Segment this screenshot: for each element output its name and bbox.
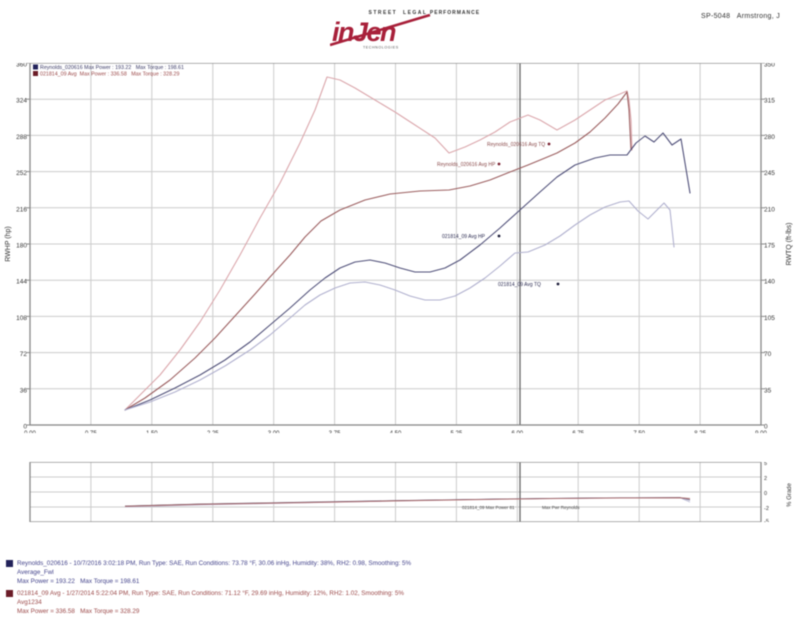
- svg-text:70: 70: [764, 351, 772, 358]
- svg-text:288: 288: [16, 134, 27, 141]
- svg-text:0: 0: [764, 491, 767, 497]
- svg-text:245: 245: [764, 170, 775, 177]
- svg-text:Reynolds_020616 Avg HP: Reynolds_020616 Avg HP: [437, 162, 496, 168]
- svg-text:% Grade: % Grade: [787, 483, 793, 507]
- svg-text:8.25: 8.25: [694, 431, 706, 433]
- svg-text:252: 252: [16, 170, 27, 177]
- svg-text:021814_09 Max Power 81: 021814_09 Max Power 81: [462, 505, 515, 510]
- svg-text:-5: -5: [764, 519, 769, 522]
- svg-text:7.50: 7.50: [633, 431, 645, 433]
- svg-text:5: 5: [764, 462, 767, 467]
- svg-text:105: 105: [764, 315, 775, 322]
- svg-text:108: 108: [16, 315, 27, 322]
- svg-text:3.00: 3.00: [268, 431, 280, 433]
- svg-text:021814_09 Avg TQ: 021814_09 Avg TQ: [498, 282, 541, 288]
- svg-text:RWTQ (ft-lbs): RWTQ (ft-lbs): [786, 222, 793, 265]
- svg-text:0.00: 0.00: [24, 431, 36, 433]
- svg-text:6.00: 6.00: [511, 431, 523, 433]
- svg-text:2.25: 2.25: [207, 431, 219, 433]
- svg-text:021814_09 Avg Max Power : 336: 021814_09 Avg Max Power : 336.58 Max Tor…: [40, 72, 179, 78]
- svg-text:RWHP (hp): RWHP (hp): [5, 226, 12, 262]
- svg-text:216: 216: [16, 206, 27, 213]
- svg-text:350: 350: [764, 63, 775, 69]
- svg-text:1.50: 1.50: [146, 431, 158, 433]
- svg-text:324: 324: [16, 98, 27, 105]
- svg-text:280: 280: [764, 134, 775, 141]
- svg-text:Reynolds_020616 Max Power : 19: Reynolds_020616 Max Power : 193.22 Max T…: [40, 65, 184, 71]
- svg-text:175: 175: [764, 243, 775, 250]
- svg-text:210: 210: [764, 206, 775, 213]
- svg-text:-2: -2: [764, 506, 769, 512]
- svg-text:Reynolds_020616 Avg TQ: Reynolds_020616 Avg TQ: [487, 142, 545, 148]
- svg-text:2: 2: [764, 476, 767, 482]
- svg-text:360: 360: [16, 63, 27, 69]
- svg-text:5.25: 5.25: [451, 431, 463, 433]
- svg-text:9.00: 9.00: [755, 431, 767, 433]
- svg-text:6.75: 6.75: [572, 431, 584, 433]
- svg-text:140: 140: [764, 279, 775, 286]
- svg-text:021814_09 Avg HP: 021814_09 Avg HP: [442, 234, 486, 240]
- svg-text:315: 315: [764, 98, 775, 105]
- svg-text:35: 35: [764, 387, 772, 394]
- svg-text:144: 144: [16, 279, 27, 286]
- svg-text:0.75: 0.75: [85, 431, 97, 433]
- svg-text:180: 180: [16, 243, 27, 250]
- svg-text:Max Pwr Reynolds: Max Pwr Reynolds: [542, 505, 580, 510]
- svg-text:TECHNOLOGIES: TECHNOLOGIES: [363, 46, 399, 50]
- svg-text:3.75: 3.75: [329, 431, 341, 433]
- svg-text:4.50: 4.50: [390, 431, 402, 433]
